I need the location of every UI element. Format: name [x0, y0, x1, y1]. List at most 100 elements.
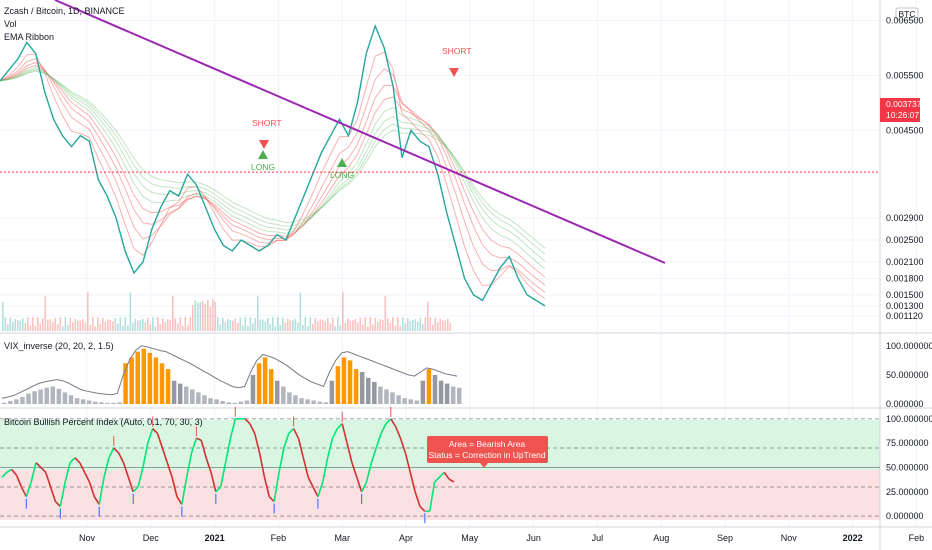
vix-bar [347, 360, 353, 404]
bpi-segment [74, 457, 81, 464]
trendline[interactable] [54, 0, 666, 264]
volume-bar [114, 318, 117, 331]
vix-bar [80, 399, 86, 404]
bpi-axis-tick: 25.000000 [886, 487, 929, 497]
ema-ribbon-label: EMA Ribbon [4, 32, 54, 42]
bpi-segment [283, 433, 290, 449]
volume-bar [384, 295, 387, 331]
volume-bar [427, 301, 429, 331]
volume-bar [442, 320, 444, 331]
vix-bar [2, 402, 7, 404]
volume-bar [214, 301, 217, 331]
volume-bar [434, 317, 437, 331]
tooltip-line2: Status = Correction in UpTrend [428, 450, 545, 460]
bpi-segment [49, 486, 57, 502]
vix-bar [250, 374, 256, 404]
vix-bar [408, 399, 413, 404]
volume-bar [392, 317, 394, 331]
volume-bar [319, 319, 322, 331]
vix-envelope-line [1, 345, 458, 399]
volume-bar [374, 317, 377, 331]
volume-bar [379, 319, 382, 331]
volume-bar [12, 322, 14, 331]
vix-bar [390, 392, 395, 404]
time-axis-tick: May [461, 533, 479, 543]
bpi-segment [205, 457, 212, 473]
vix-bar [444, 383, 450, 404]
volume-bar [349, 320, 352, 331]
time-axis[interactable]: Nov Dec 2021 Feb Mar Apr May Jun Jul Aug Sep Nov 202… [79, 533, 924, 543]
volume-bar [124, 317, 127, 331]
bpi-segment [88, 481, 96, 497]
vix-bar [56, 388, 62, 404]
bpi-segment [244, 418, 251, 425]
volume-bar [359, 317, 362, 331]
price-axis-tick: 0.004500 [886, 125, 924, 135]
bpi-segment [11, 468, 18, 476]
volume-bar [82, 318, 84, 331]
volume-bar [174, 318, 177, 331]
vix-bar [159, 363, 165, 404]
vix-bar [426, 369, 432, 404]
volume-bar [204, 303, 207, 331]
long-marker [337, 158, 347, 167]
bpi-segment [122, 462, 130, 478]
volume-bar [22, 318, 24, 331]
bpi-segment [161, 447, 169, 463]
bpi-segment [380, 423, 387, 434]
volume-bar [42, 318, 44, 331]
volume-bar [317, 321, 319, 331]
volume-bar [304, 317, 307, 331]
price-axis-tick: 0.005500 [886, 70, 924, 80]
bpi-segment [200, 440, 207, 458]
volume-bar [354, 318, 357, 331]
volume-bar [172, 296, 174, 331]
bpi-segment [15, 474, 23, 488]
volume-bar [192, 305, 194, 331]
bpi-segment [117, 452, 125, 463]
volume-bar [344, 322, 347, 331]
vix-bar [26, 393, 31, 404]
volume-bar [182, 325, 184, 331]
volume-bar [119, 317, 122, 331]
countdown-value: 10:26:07 [886, 110, 919, 120]
price-axis[interactable]: 0.006500 0.005500 0.004500 0.002900 0.002500… [886, 15, 924, 320]
price-axis-tick: 0.001500 [886, 290, 924, 300]
volume-bar [29, 325, 32, 331]
vix-bar [50, 386, 56, 404]
vix-bar [165, 369, 171, 404]
bpi-segment [20, 486, 28, 498]
ema-ribbon [0, 51, 546, 300]
bpi-segment [249, 423, 256, 434]
volume-bar [189, 317, 192, 331]
volume-bar [394, 325, 397, 331]
volume-bar [429, 317, 432, 331]
volume-bar [139, 320, 142, 331]
volume-bar [179, 317, 182, 331]
currency-badge-label: BTC [899, 9, 916, 19]
volume-bar [32, 317, 34, 331]
price-axis-tick: 0.002900 [886, 213, 924, 223]
vix-bar [323, 402, 329, 404]
volume-bar [57, 324, 59, 331]
bpi-segment [302, 457, 309, 478]
vix-bar [226, 402, 231, 404]
chart-title: Zcash / Bitcoin, 1D, BINANCE [4, 6, 125, 16]
vix-bar [335, 366, 341, 404]
tooltip-tail [480, 463, 488, 468]
volume-bar [282, 317, 284, 331]
vix-bar [311, 400, 316, 404]
bpi-segment [44, 472, 52, 488]
volume-bar [342, 292, 344, 331]
volume-bar [14, 319, 17, 331]
volume-bar [424, 317, 427, 331]
volume-bar [79, 320, 82, 331]
currency-badge[interactable]: BTC [895, 7, 919, 21]
volume-bar [339, 325, 342, 331]
bpi-segment [341, 423, 348, 444]
volume-bar [39, 323, 42, 331]
volume-bar [422, 324, 424, 331]
bpi-segment [351, 462, 358, 478]
volume-bar [324, 321, 327, 331]
